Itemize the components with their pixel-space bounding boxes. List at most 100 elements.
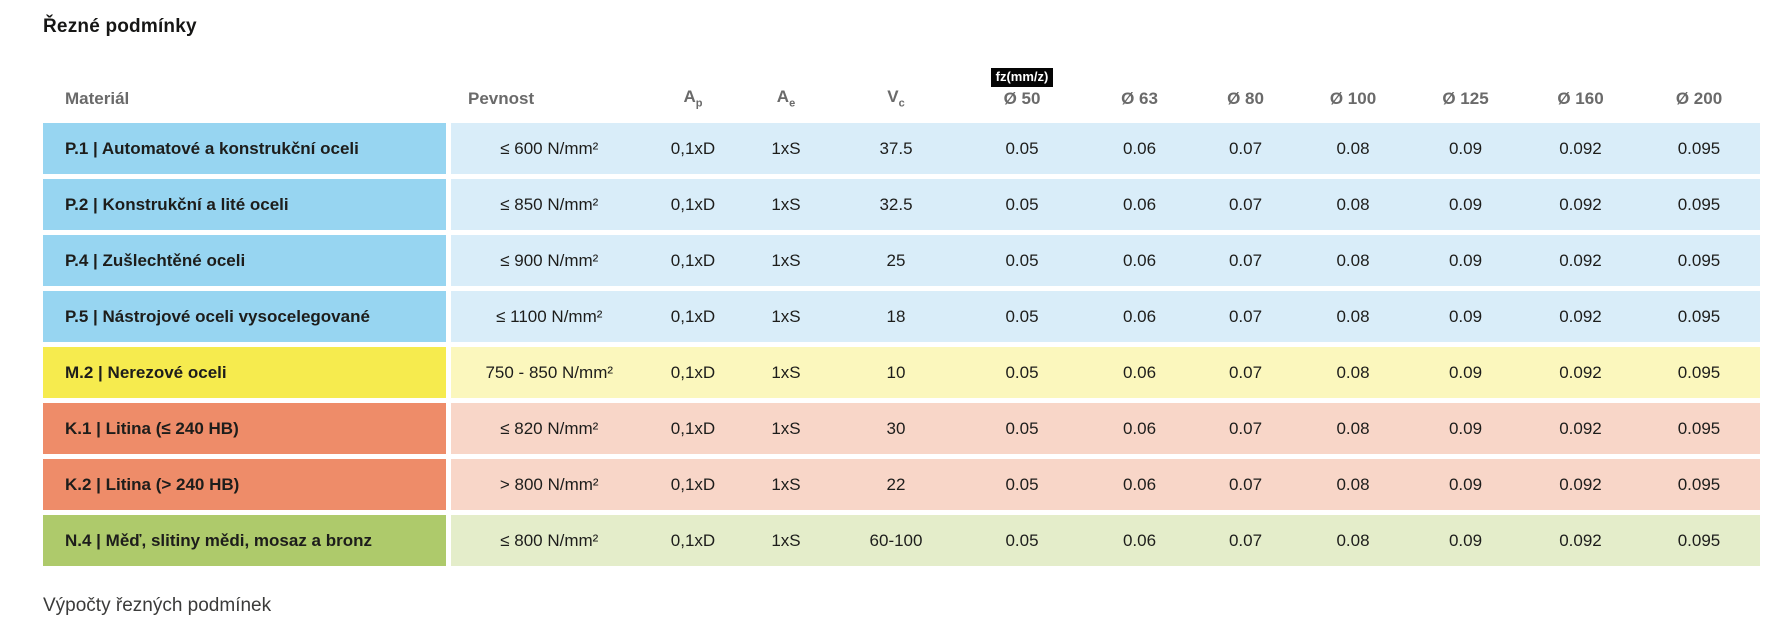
- ap-subscript: p: [695, 97, 703, 110]
- fz-cell-d7: 0.095: [1638, 344, 1760, 404]
- diameter-label: Ø 125: [1442, 89, 1489, 109]
- vc-cell: 18: [834, 288, 958, 348]
- fz-cell-d5: 0.09: [1408, 232, 1523, 292]
- fz-cell-d7: 0.095: [1638, 123, 1760, 180]
- fz-cell-d2: 0.06: [1086, 123, 1193, 180]
- pevnost-cell: > 800 N/mm²: [448, 456, 648, 516]
- fz-cell-d1: 0.05: [958, 400, 1086, 460]
- col-header-diameter-7: Ø 200: [1638, 66, 1760, 123]
- col-header-diameter-6: Ø 160: [1523, 66, 1638, 123]
- fz-cell-d3: 0.07: [1193, 512, 1298, 572]
- diameter-label: Ø 50: [1003, 89, 1041, 109]
- table-row-8: N.4 | Měď, slitiny mědi, mosaz a bronz ≤ …: [43, 512, 1760, 572]
- fz-cell-d1: 0.05: [958, 344, 1086, 404]
- material-cell: M.2 | Nerezové oceli: [43, 344, 451, 404]
- fz-cell-d5: 0.09: [1408, 512, 1523, 572]
- ae-cell: 1xS: [738, 288, 834, 348]
- fz-cell-d3: 0.07: [1193, 176, 1298, 236]
- col-header-diameter-4: Ø 100: [1298, 66, 1408, 123]
- col-header-material: Materiál: [65, 89, 130, 109]
- table-row-7: K.2 | Litina (> 240 HB) > 800 N/mm² 0,1xD 1…: [43, 456, 1760, 516]
- ae-cell: 1xS: [738, 512, 834, 572]
- pevnost-cell: ≤ 820 N/mm²: [448, 400, 648, 460]
- fz-cell-d3: 0.07: [1193, 232, 1298, 292]
- header-row: Materiál Pevnost Ap Ae Vc fz(mm/z) Ø 50 Ø …: [43, 66, 1760, 123]
- ap-cell: 0,1xD: [648, 400, 738, 460]
- col-header-pevnost: Pevnost: [468, 89, 535, 109]
- fz-cell-d7: 0.095: [1638, 176, 1760, 236]
- material-cell: P.4 | Zušlechtěné oceli: [43, 232, 451, 292]
- ap-cell: 0,1xD: [648, 232, 738, 292]
- fz-cell-d6: 0.092: [1523, 123, 1638, 180]
- fz-cell-d5: 0.09: [1408, 288, 1523, 348]
- cutting-conditions-table: Materiál Pevnost Ap Ae Vc fz(mm/z) Ø 50 Ø …: [43, 66, 1760, 572]
- fz-cell-d3: 0.07: [1193, 456, 1298, 516]
- fz-cell-d7: 0.095: [1638, 456, 1760, 516]
- fz-cell-d2: 0.06: [1086, 176, 1193, 236]
- fz-cell-d5: 0.09: [1408, 176, 1523, 236]
- pevnost-cell: ≤ 800 N/mm²: [448, 512, 648, 572]
- ae-cell: 1xS: [738, 400, 834, 460]
- fz-cell-d6: 0.092: [1523, 512, 1638, 572]
- fz-unit-badge: fz(mm/z): [990, 68, 1054, 88]
- section-footer-title: Výpočty řezných podmínek: [43, 595, 272, 617]
- fz-cell-d5: 0.09: [1408, 456, 1523, 516]
- fz-cell-d4: 0.08: [1298, 123, 1408, 180]
- col-header-diameter-5: Ø 125: [1408, 66, 1523, 123]
- table-row-5: M.2 | Nerezové oceli 750 - 850 N/mm² 0,1xD…: [43, 344, 1760, 404]
- fz-cell-d6: 0.092: [1523, 456, 1638, 516]
- table-row-1: P.1 | Automatové a konstrukční oceli ≤ 60…: [43, 123, 1760, 180]
- vc-subscript: c: [898, 97, 905, 110]
- material-cell: P.5 | Nástrojové oceli vysocelegované: [43, 288, 451, 348]
- ae-cell: 1xS: [738, 176, 834, 236]
- fz-cell-d2: 0.06: [1086, 288, 1193, 348]
- col-header-diameter-2: Ø 63: [1086, 66, 1193, 123]
- col-header-diameter-1: fz(mm/z) Ø 50: [958, 66, 1086, 123]
- pevnost-cell: ≤ 850 N/mm²: [448, 176, 648, 236]
- ap-cell: 0,1xD: [648, 288, 738, 348]
- fz-cell-d2: 0.06: [1086, 512, 1193, 572]
- diameter-label: Ø 200: [1675, 89, 1723, 109]
- ap-cell: 0,1xD: [648, 512, 738, 572]
- table-row-4: P.5 | Nástrojové oceli vysocelegované ≤ 1…: [43, 288, 1760, 348]
- ae-subscript: e: [789, 97, 796, 110]
- page-title: Řezné podmínky: [43, 16, 197, 37]
- pevnost-cell: ≤ 900 N/mm²: [448, 232, 648, 292]
- table-row-2: P.2 | Konstrukční a lité oceli ≤ 850 N/mm…: [43, 176, 1760, 236]
- vc-cell: 32.5: [834, 176, 958, 236]
- fz-cell-d5: 0.09: [1408, 344, 1523, 404]
- fz-cell-d7: 0.095: [1638, 512, 1760, 572]
- fz-cell-d4: 0.08: [1298, 400, 1408, 460]
- fz-cell-d5: 0.09: [1408, 400, 1523, 460]
- vc-cell: 60-100: [834, 512, 958, 572]
- fz-cell-d1: 0.05: [958, 123, 1086, 180]
- ap-cell: 0,1xD: [648, 456, 738, 516]
- col-header-ap: Ap: [648, 66, 738, 123]
- fz-cell-d2: 0.06: [1086, 456, 1193, 516]
- table-body: P.1 | Automatové a konstrukční oceli ≤ 60…: [43, 123, 1760, 572]
- ae-cell: 1xS: [738, 456, 834, 516]
- fz-cell-d3: 0.07: [1193, 288, 1298, 348]
- material-cell: P.1 | Automatové a konstrukční oceli: [43, 123, 451, 180]
- table-row-6: K.1 | Litina (≤ 240 HB) ≤ 820 N/mm² 0,1xD 1…: [43, 400, 1760, 460]
- vc-cell: 25: [834, 232, 958, 292]
- ap-symbol: A: [683, 86, 696, 106]
- fz-cell-d1: 0.05: [958, 512, 1086, 572]
- fz-cell-d6: 0.092: [1523, 400, 1638, 460]
- fz-cell-d7: 0.095: [1638, 288, 1760, 348]
- col-header-vc: Vc: [834, 66, 958, 123]
- ae-symbol: A: [776, 86, 790, 106]
- fz-cell-d4: 0.08: [1298, 456, 1408, 516]
- material-cell: N.4 | Měď, slitiny mědi, mosaz a bronz: [43, 512, 451, 572]
- fz-cell-d3: 0.07: [1193, 400, 1298, 460]
- material-cell: K.1 | Litina (≤ 240 HB): [43, 400, 451, 460]
- fz-cell-d2: 0.06: [1086, 344, 1193, 404]
- fz-cell-d1: 0.05: [958, 288, 1086, 348]
- fz-cell-d6: 0.092: [1523, 288, 1638, 348]
- fz-cell-d6: 0.092: [1523, 232, 1638, 292]
- fz-cell-d4: 0.08: [1298, 512, 1408, 572]
- fz-cell-d2: 0.06: [1086, 400, 1193, 460]
- fz-cell-d1: 0.05: [958, 456, 1086, 516]
- ap-cell: 0,1xD: [648, 176, 738, 236]
- vc-cell: 22: [834, 456, 958, 516]
